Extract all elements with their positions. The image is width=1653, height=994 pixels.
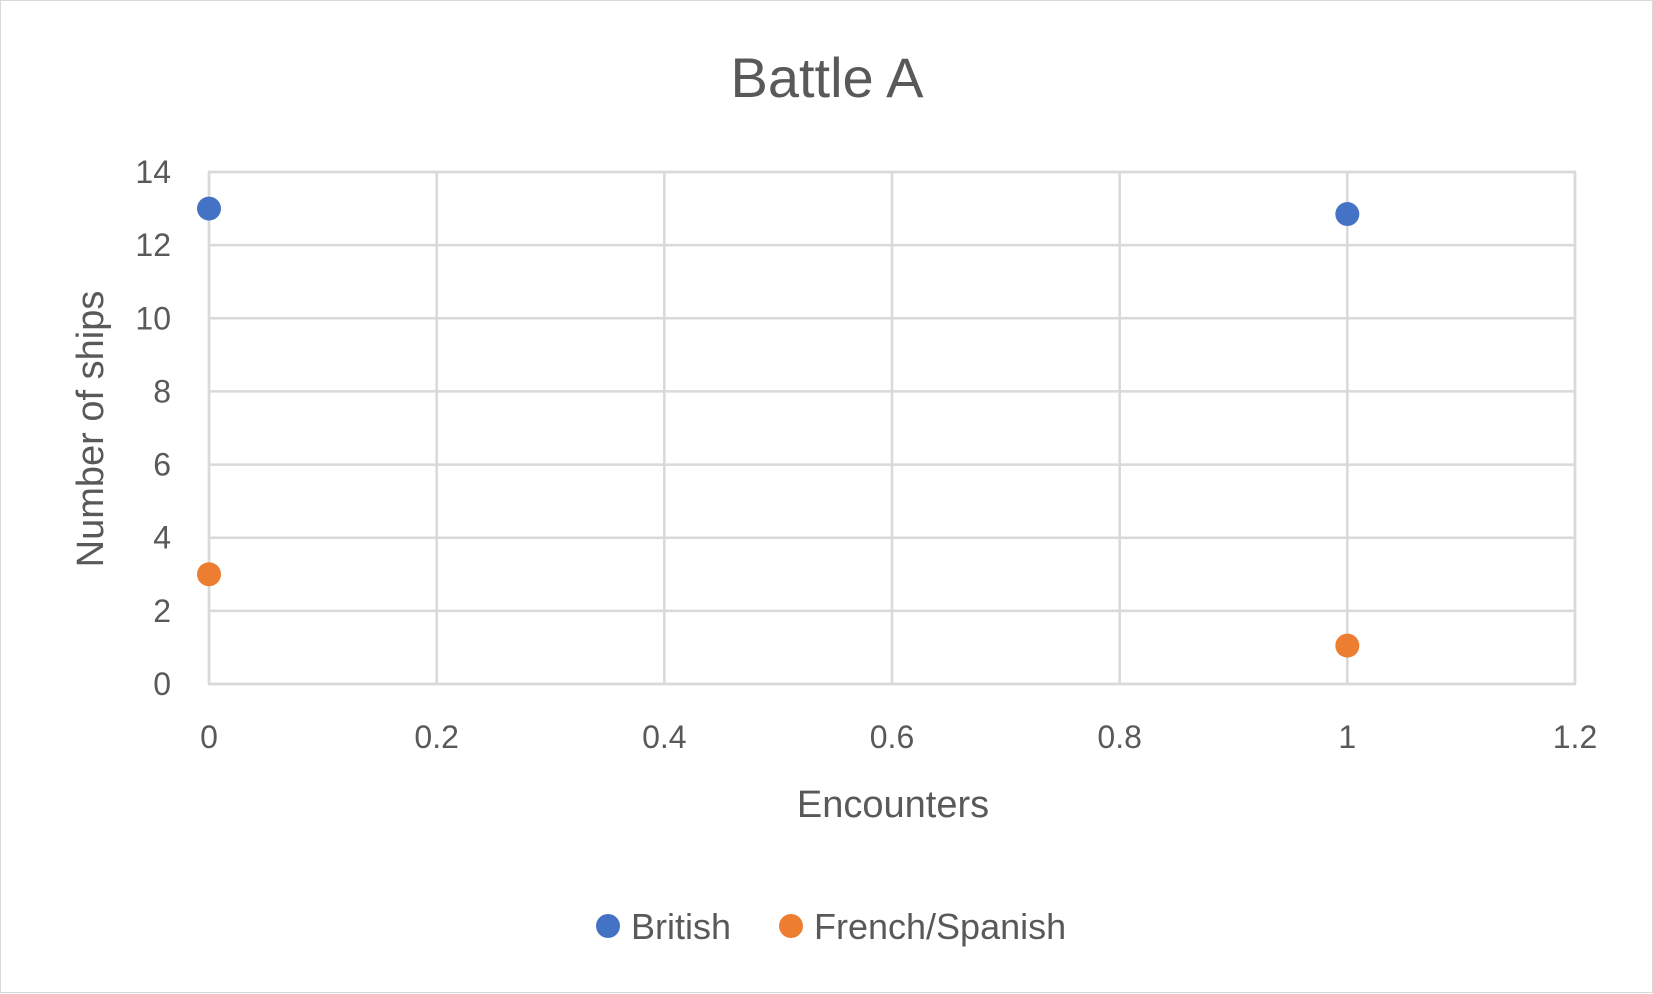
y-tick-label: 10 xyxy=(135,300,171,336)
x-tick-label: 0.6 xyxy=(870,719,914,755)
y-tick-label: 12 xyxy=(135,227,171,263)
y-tick-label: 0 xyxy=(153,666,171,702)
legend-label-french-spanish: French/Spanish xyxy=(814,906,1066,947)
legend-marker-french-spanish xyxy=(779,914,803,938)
y-axis-ticks: 0 2 4 6 8 10 12 14 xyxy=(135,154,171,702)
y-axis-label: Number of ships xyxy=(70,291,112,568)
legend-label-british: British xyxy=(631,906,731,947)
x-tick-label: 1.2 xyxy=(1553,719,1597,755)
y-tick-label: 14 xyxy=(135,154,171,190)
x-tick-label: 0.4 xyxy=(642,719,686,755)
x-tick-label: 0 xyxy=(200,719,218,755)
french-spanish-point xyxy=(1335,633,1360,658)
gridlines xyxy=(207,170,1577,686)
british-point xyxy=(1335,202,1360,227)
x-tick-label: 0.8 xyxy=(1097,719,1141,755)
y-tick-label: 6 xyxy=(153,447,171,483)
x-axis-ticks: 0 0.2 0.4 0.6 0.8 1 1.2 xyxy=(200,719,1597,755)
x-tick-label: 1 xyxy=(1338,719,1356,755)
x-tick-label: 0.2 xyxy=(414,719,458,755)
y-tick-label: 4 xyxy=(153,520,171,556)
data-points xyxy=(197,196,1360,658)
legend-marker-british xyxy=(596,914,620,938)
y-tick-label: 8 xyxy=(153,373,171,409)
y-tick-label: 2 xyxy=(153,593,171,629)
chart-title: Battle A xyxy=(730,46,924,109)
legend: British French/Spanish xyxy=(596,906,1066,947)
british-point xyxy=(197,196,221,221)
plot-border xyxy=(207,170,1577,686)
x-axis-label: Encounters xyxy=(797,784,989,826)
french-spanish-point xyxy=(197,562,221,587)
